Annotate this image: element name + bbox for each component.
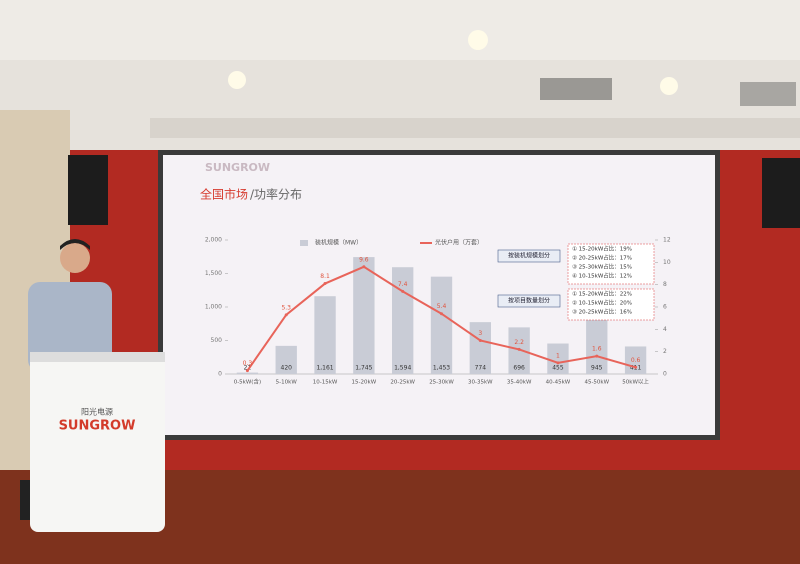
ceiling-edge xyxy=(150,118,800,138)
speaker xyxy=(762,158,800,228)
line-point xyxy=(478,339,482,342)
line-point xyxy=(401,289,405,293)
bar-value-label: 420 xyxy=(281,365,293,372)
bar-value-label: 696 xyxy=(513,365,525,372)
annotation-item: ① 15-20kW占比：22% xyxy=(572,290,632,298)
y-tick-label: 500 xyxy=(211,337,223,344)
y-tick-label: 2,000 xyxy=(205,237,222,244)
podium xyxy=(30,352,165,532)
ceiling-top xyxy=(0,0,800,60)
y2-tick-label: 10 xyxy=(663,259,671,266)
slide-title: 全国市场 xyxy=(200,187,248,202)
ceiling-light xyxy=(228,71,246,89)
legend-label: 光伏户用（万套） xyxy=(435,239,483,247)
line-point xyxy=(323,282,327,286)
annotation-tag xyxy=(497,249,561,263)
line-value-label: 7.4 xyxy=(398,281,408,288)
x-tick-label: 15-20kW xyxy=(352,380,377,386)
line-value-label: 0.3 xyxy=(243,360,253,367)
person-hair xyxy=(60,239,90,250)
line-point xyxy=(440,312,443,316)
bar-value-label: 1,453 xyxy=(433,365,450,372)
legend-label: 装机规模（MW） xyxy=(315,239,362,247)
x-tick-label: 10-15kW xyxy=(313,380,338,386)
annotation-box xyxy=(567,288,655,321)
y2-tick-label: 2 xyxy=(663,348,667,355)
vent xyxy=(540,78,612,100)
y2-tick-label: 12 xyxy=(663,237,671,244)
bar-value-label: 455 xyxy=(552,365,564,372)
line-point xyxy=(284,313,288,317)
line-value-label: 1 xyxy=(556,352,560,359)
x-tick-label: 40-45kW xyxy=(546,380,571,386)
bar-value-label: 1,161 xyxy=(316,365,333,372)
annotation-item: ③ 25-30kW占比：15% xyxy=(572,263,632,271)
person-shirt xyxy=(28,282,112,372)
bar xyxy=(314,296,336,374)
y-tick-label: 1,500 xyxy=(205,270,222,277)
x-tick-label: 30-35kW xyxy=(468,380,493,386)
speaker xyxy=(68,155,108,225)
bar-value-label: 945 xyxy=(591,365,603,372)
line-value-label: 0.6 xyxy=(631,357,641,364)
line-point xyxy=(245,369,249,373)
bar xyxy=(430,276,453,374)
y-tick-label: 1,000 xyxy=(205,304,222,311)
x-tick-label: 5-10kW xyxy=(276,380,298,386)
legend-swatch xyxy=(300,240,308,246)
podium-brand-cn: 阳光电源 xyxy=(81,407,113,417)
slide-title-sub: /功率分布 xyxy=(250,187,302,202)
bar xyxy=(624,346,647,374)
y2-tick-label: 8 xyxy=(663,281,667,288)
bar xyxy=(236,372,259,374)
annotation-item: ④ 10-15kW占比：12% xyxy=(572,272,632,280)
line-value-label: 8.1 xyxy=(320,273,330,280)
bar-value-label: 1,594 xyxy=(394,365,411,372)
line-point xyxy=(362,265,366,269)
person-head xyxy=(60,243,90,273)
ceiling-light xyxy=(660,77,678,95)
line-value-label: 9.6 xyxy=(359,256,369,263)
annotation-item: ② 20-25kW占比：17% xyxy=(572,254,632,262)
annotation-tag xyxy=(497,294,561,308)
annotation-item: ① 15-20kW占比：19% xyxy=(572,245,632,253)
annotation-item: ② 10-15kW占比：20% xyxy=(572,299,632,307)
podium-brand: SUNGROW xyxy=(59,419,136,434)
x-tick-label: 35-40kW xyxy=(507,380,532,386)
line-value-label: 5.4 xyxy=(437,303,447,310)
line-point xyxy=(556,361,560,365)
x-tick-label: 50kW以上 xyxy=(622,378,649,386)
annotation-label: 按项目数量划分 xyxy=(508,297,550,305)
bar-value-label: 1,745 xyxy=(355,365,372,372)
y2-tick-label: 6 xyxy=(663,304,667,311)
line-value-label: 1.6 xyxy=(592,346,602,353)
logo: SUNGROW xyxy=(205,161,270,174)
annotation-item: ③ 20-25kW占比：16% xyxy=(572,308,632,316)
podium-top xyxy=(30,352,165,362)
bar xyxy=(547,343,569,374)
bar-value-label: 21 xyxy=(244,365,252,372)
bar xyxy=(275,345,297,374)
line-point xyxy=(517,347,521,351)
annotation-box xyxy=(567,243,655,285)
y2-tick-label: 0 xyxy=(663,371,667,378)
x-tick-label: 20-25kW xyxy=(390,380,415,386)
line-value-label: 3 xyxy=(478,330,482,337)
y2-tick-label: 4 xyxy=(663,326,667,333)
x-tick-label: 25-30kW xyxy=(429,380,454,386)
ceiling-light xyxy=(468,30,488,50)
line-value-label: 5.3 xyxy=(281,304,291,311)
y-tick-label: 0 xyxy=(218,371,222,378)
x-tick-label: 45-50kW xyxy=(584,380,609,386)
line-point xyxy=(595,354,599,358)
line-point xyxy=(634,365,638,369)
x-tick-label: 0-5kW(含) xyxy=(234,378,261,386)
bar xyxy=(469,322,491,374)
annotation-label: 按装机规模划分 xyxy=(508,252,550,260)
line-value-label: 2.2 xyxy=(514,339,524,346)
bar-value-label: 774 xyxy=(475,365,487,372)
bar xyxy=(353,257,375,374)
vent xyxy=(740,82,796,106)
